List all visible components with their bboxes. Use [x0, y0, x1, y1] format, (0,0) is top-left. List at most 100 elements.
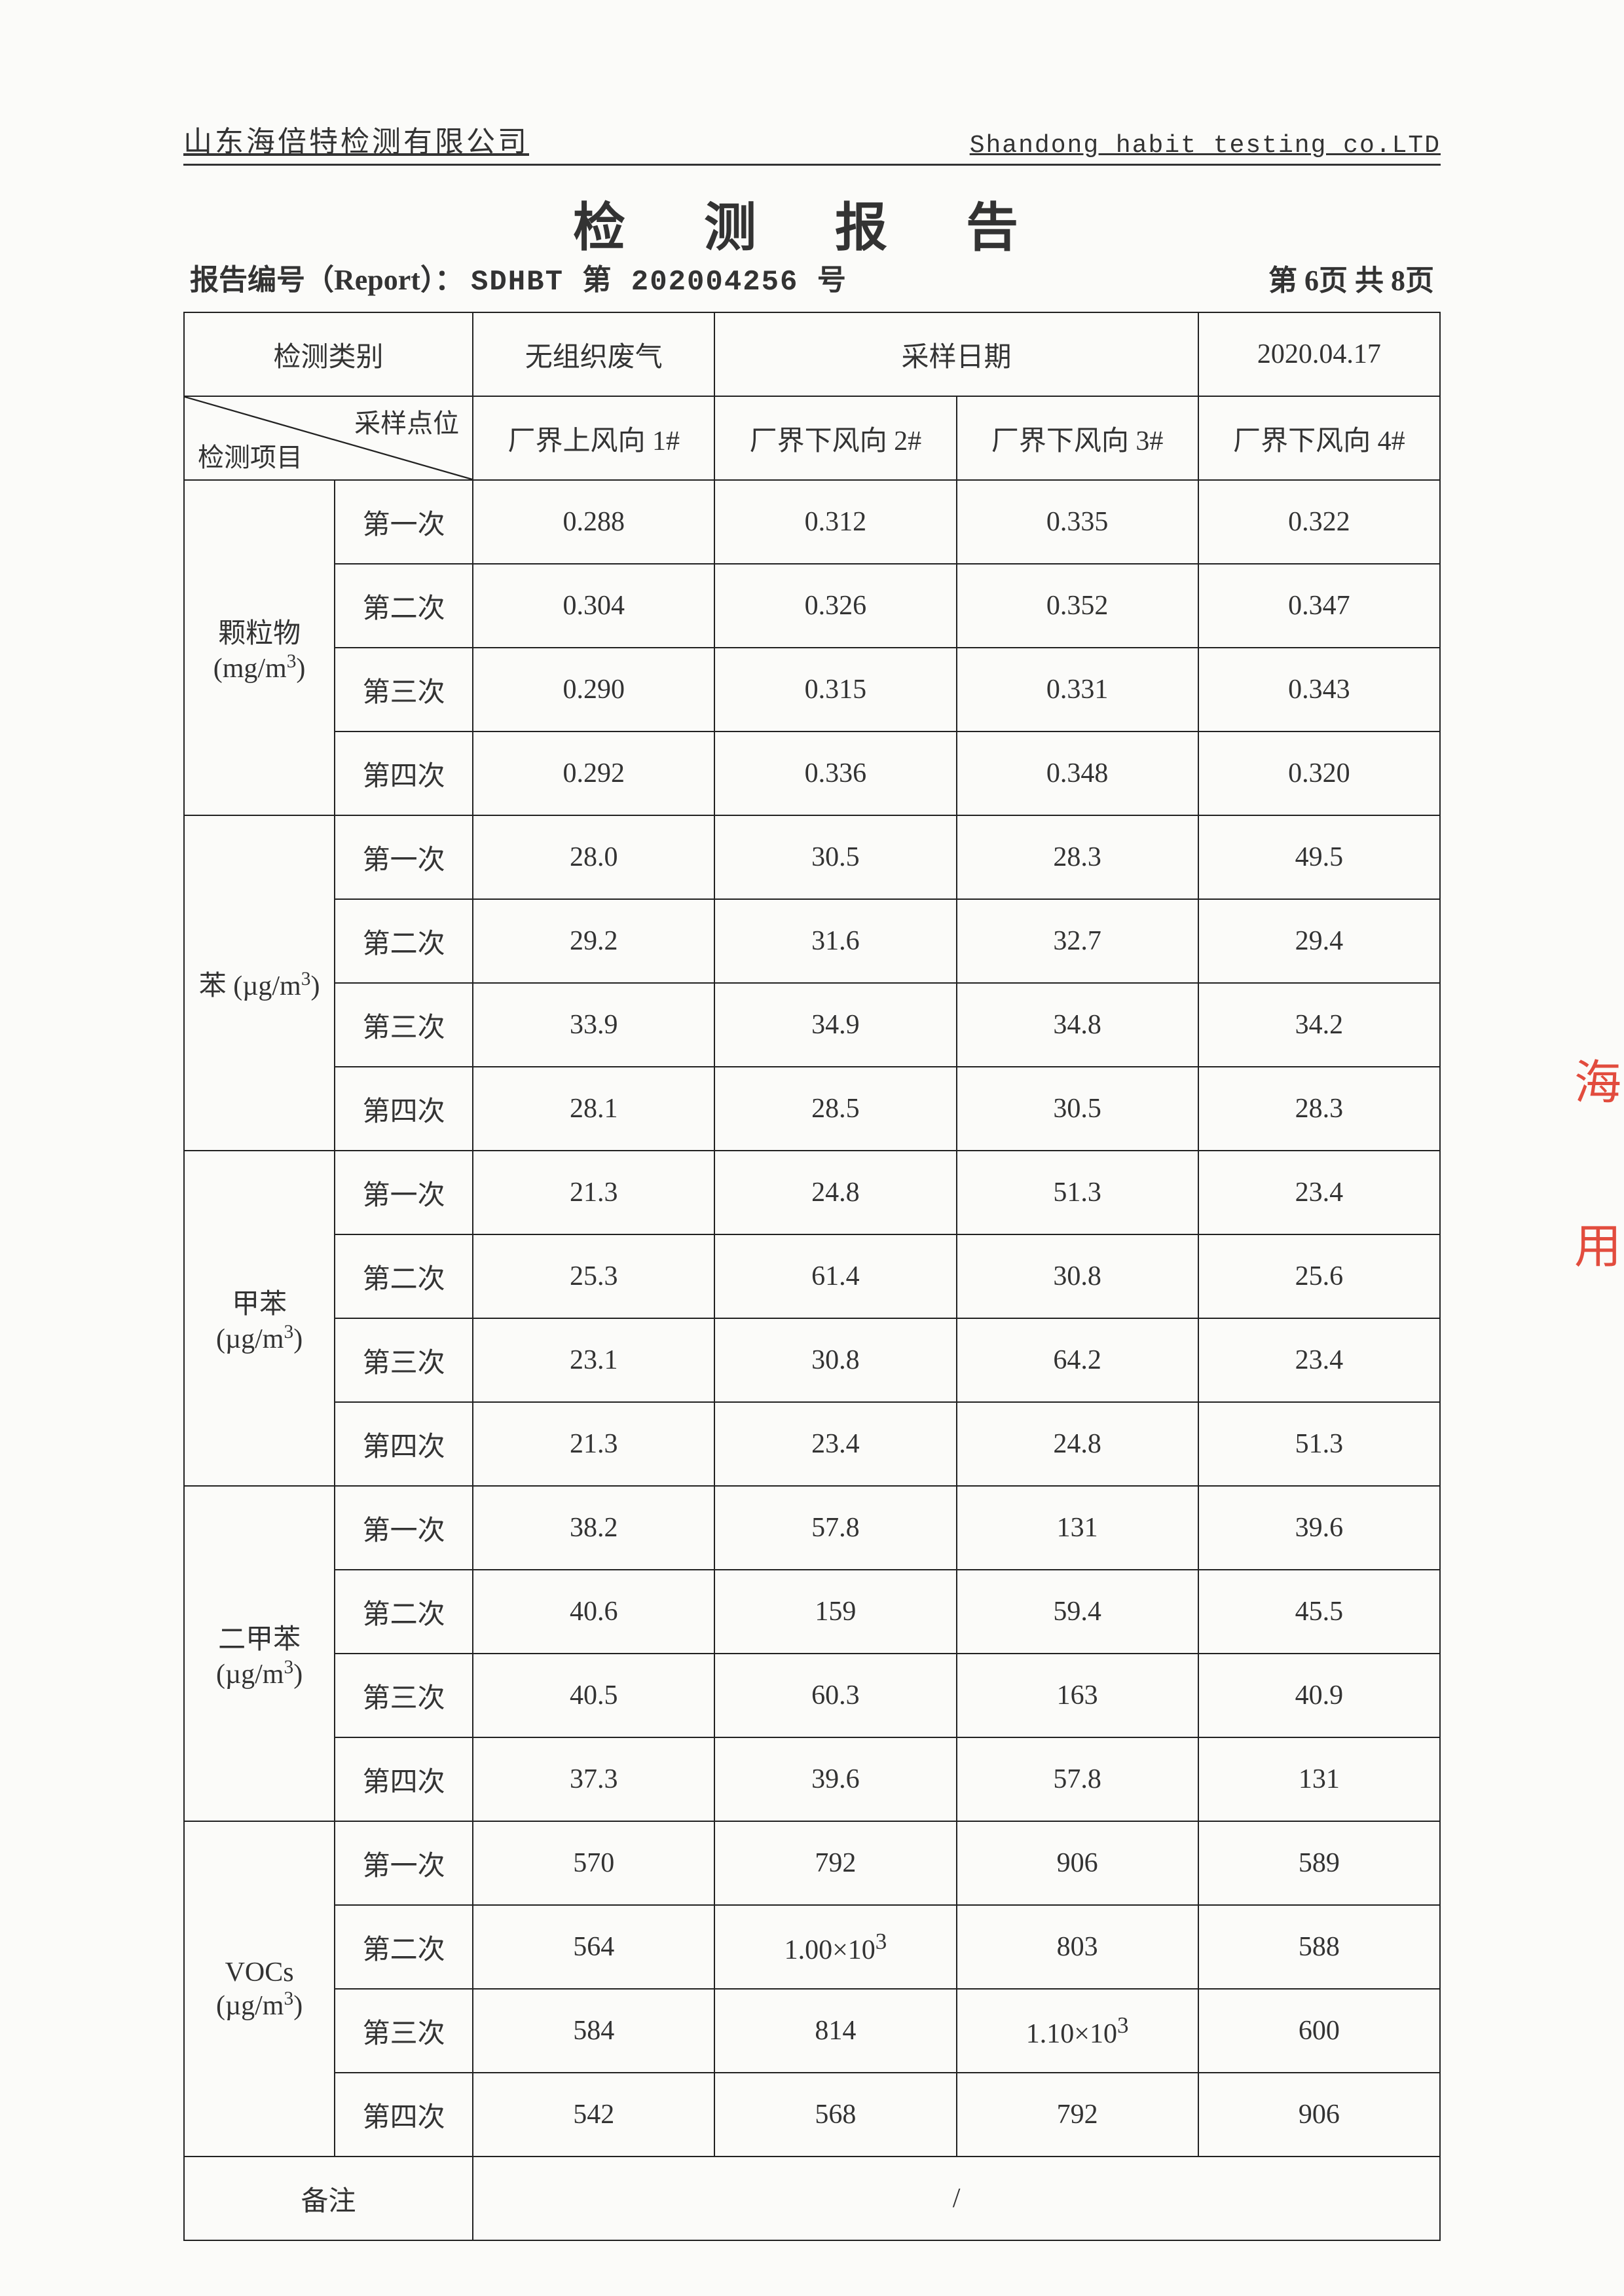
page: 山东海倍特检测有限公司 Shandong habit testing co.LT…	[0, 0, 1624, 2296]
col-header-2: 厂界下风向 2#	[714, 396, 956, 480]
data-cell: 40.9	[1198, 1654, 1440, 1737]
table-row: 第三次40.560.316340.9	[184, 1654, 1440, 1737]
table-row: 第二次5641.00×103803588	[184, 1905, 1440, 1989]
table-row: 第三次5848141.10×103600	[184, 1989, 1440, 2073]
data-cell: 30.8	[714, 1318, 956, 1402]
data-cell: 28.3	[957, 815, 1198, 899]
run-label: 第二次	[335, 1570, 473, 1654]
data-cell: 163	[957, 1654, 1198, 1737]
table-row: 第二次25.361.430.825.6	[184, 1234, 1440, 1318]
data-cell: 23.4	[714, 1402, 956, 1486]
table-body: 检测类别无组织废气采样日期2020.04.17采样点位检测项目厂界上风向 1#厂…	[184, 312, 1440, 2240]
table-row: 第三次0.2900.3150.3310.343	[184, 648, 1440, 731]
data-cell: 803	[957, 1905, 1198, 1989]
data-cell: 589	[1198, 1821, 1440, 1905]
data-cell: 542	[473, 2073, 714, 2157]
data-cell: 30.5	[957, 1067, 1198, 1151]
data-cell: 21.3	[473, 1151, 714, 1234]
data-cell: 0.315	[714, 648, 956, 731]
run-label: 第四次	[335, 1067, 473, 1151]
data-cell: 30.5	[714, 815, 956, 899]
remark-label: 备注	[184, 2157, 473, 2240]
data-cell: 23.4	[1198, 1318, 1440, 1402]
data-cell: 57.8	[714, 1486, 956, 1570]
data-cell: 24.8	[957, 1402, 1198, 1486]
data-cell: 51.3	[957, 1151, 1198, 1234]
remark-value: /	[473, 2157, 1440, 2240]
data-cell: 31.6	[714, 899, 956, 983]
table-row: 第二次40.615959.445.5	[184, 1570, 1440, 1654]
data-cell: 38.2	[473, 1486, 714, 1570]
data-cell: 584	[473, 1989, 714, 2073]
data-cell: 792	[714, 1821, 956, 1905]
data-cell: 0.348	[957, 731, 1198, 815]
data-cell: 23.1	[473, 1318, 714, 1402]
data-cell: 0.304	[473, 564, 714, 648]
data-cell: 0.336	[714, 731, 956, 815]
data-cell: 28.5	[714, 1067, 956, 1151]
param-name: VOCs(µg/m3)	[184, 1821, 335, 2157]
data-cell: 30.8	[957, 1234, 1198, 1318]
data-cell: 49.5	[1198, 815, 1440, 899]
category-value: 无组织废气	[473, 312, 714, 396]
table-row: 第二次29.231.632.729.4	[184, 899, 1440, 983]
data-cell: 1.00×103	[714, 1905, 956, 1989]
table-row: 第四次21.323.424.851.3	[184, 1402, 1440, 1486]
date-value: 2020.04.17	[1198, 312, 1440, 396]
data-cell: 814	[714, 1989, 956, 2073]
data-cell: 57.8	[957, 1737, 1198, 1821]
data-cell: 39.6	[714, 1737, 956, 1821]
data-cell: 45.5	[1198, 1570, 1440, 1654]
data-cell: 23.4	[1198, 1151, 1440, 1234]
report-number: 报告编号（Report）： SDHBT 第 202004256 号	[190, 256, 847, 299]
param-name: 二甲苯(µg/m3)	[184, 1486, 335, 1821]
data-cell: 33.9	[473, 983, 714, 1067]
data-cell: 25.3	[473, 1234, 714, 1318]
data-cell: 0.331	[957, 648, 1198, 731]
stamp-char-2: 用	[1572, 1205, 1624, 1290]
data-cell: 40.6	[473, 1570, 714, 1654]
table-row: 检测类别无组织废气采样日期2020.04.17	[184, 312, 1440, 396]
data-cell: 0.343	[1198, 648, 1440, 731]
col-header-3: 厂界下风向 3#	[957, 396, 1198, 480]
run-label: 第二次	[335, 1234, 473, 1318]
data-cell: 0.312	[714, 480, 956, 564]
table-row: 采样点位检测项目厂界上风向 1#厂界下风向 2#厂界下风向 3#厂界下风向 4#	[184, 396, 1440, 480]
data-cell: 131	[957, 1486, 1198, 1570]
run-label: 第二次	[335, 564, 473, 648]
data-cell: 64.2	[957, 1318, 1198, 1402]
data-cell: 159	[714, 1570, 956, 1654]
run-label: 第三次	[335, 648, 473, 731]
run-label: 第一次	[335, 480, 473, 564]
table-row: 第四次542568792906	[184, 2073, 1440, 2157]
data-cell: 25.6	[1198, 1234, 1440, 1318]
table-row: VOCs(µg/m3)第一次570792906589	[184, 1821, 1440, 1905]
report-title: 检 测 报 告	[183, 185, 1441, 261]
param-name: 苯 (µg/m3)	[184, 815, 335, 1151]
data-cell: 39.6	[1198, 1486, 1440, 1570]
data-cell: 40.5	[473, 1654, 714, 1737]
data-cell: 0.326	[714, 564, 956, 648]
run-label: 第四次	[335, 1737, 473, 1821]
table-row: 第四次28.128.530.528.3	[184, 1067, 1440, 1151]
data-cell: 131	[1198, 1737, 1440, 1821]
category-label: 检测类别	[184, 312, 473, 396]
param-name: 甲苯(µg/m3)	[184, 1151, 335, 1486]
run-label: 第三次	[335, 1318, 473, 1402]
stamp-char-1: 海	[1572, 1041, 1624, 1126]
table-row: 第二次0.3040.3260.3520.347	[184, 564, 1440, 648]
run-label: 第一次	[335, 815, 473, 899]
diagonal-header: 采样点位检测项目	[184, 396, 473, 480]
data-cell: 0.288	[473, 480, 714, 564]
run-label: 第三次	[335, 983, 473, 1067]
data-cell: 1.10×103	[957, 1989, 1198, 2073]
table-row: 颗粒物(mg/m3)第一次0.2880.3120.3350.322	[184, 480, 1440, 564]
data-cell: 34.2	[1198, 983, 1440, 1067]
data-cell: 906	[1198, 2073, 1440, 2157]
data-cell: 29.2	[473, 899, 714, 983]
data-cell: 568	[714, 2073, 956, 2157]
data-cell: 28.1	[473, 1067, 714, 1151]
data-cell: 32.7	[957, 899, 1198, 983]
run-label: 第三次	[335, 1989, 473, 2073]
data-cell: 29.4	[1198, 899, 1440, 983]
